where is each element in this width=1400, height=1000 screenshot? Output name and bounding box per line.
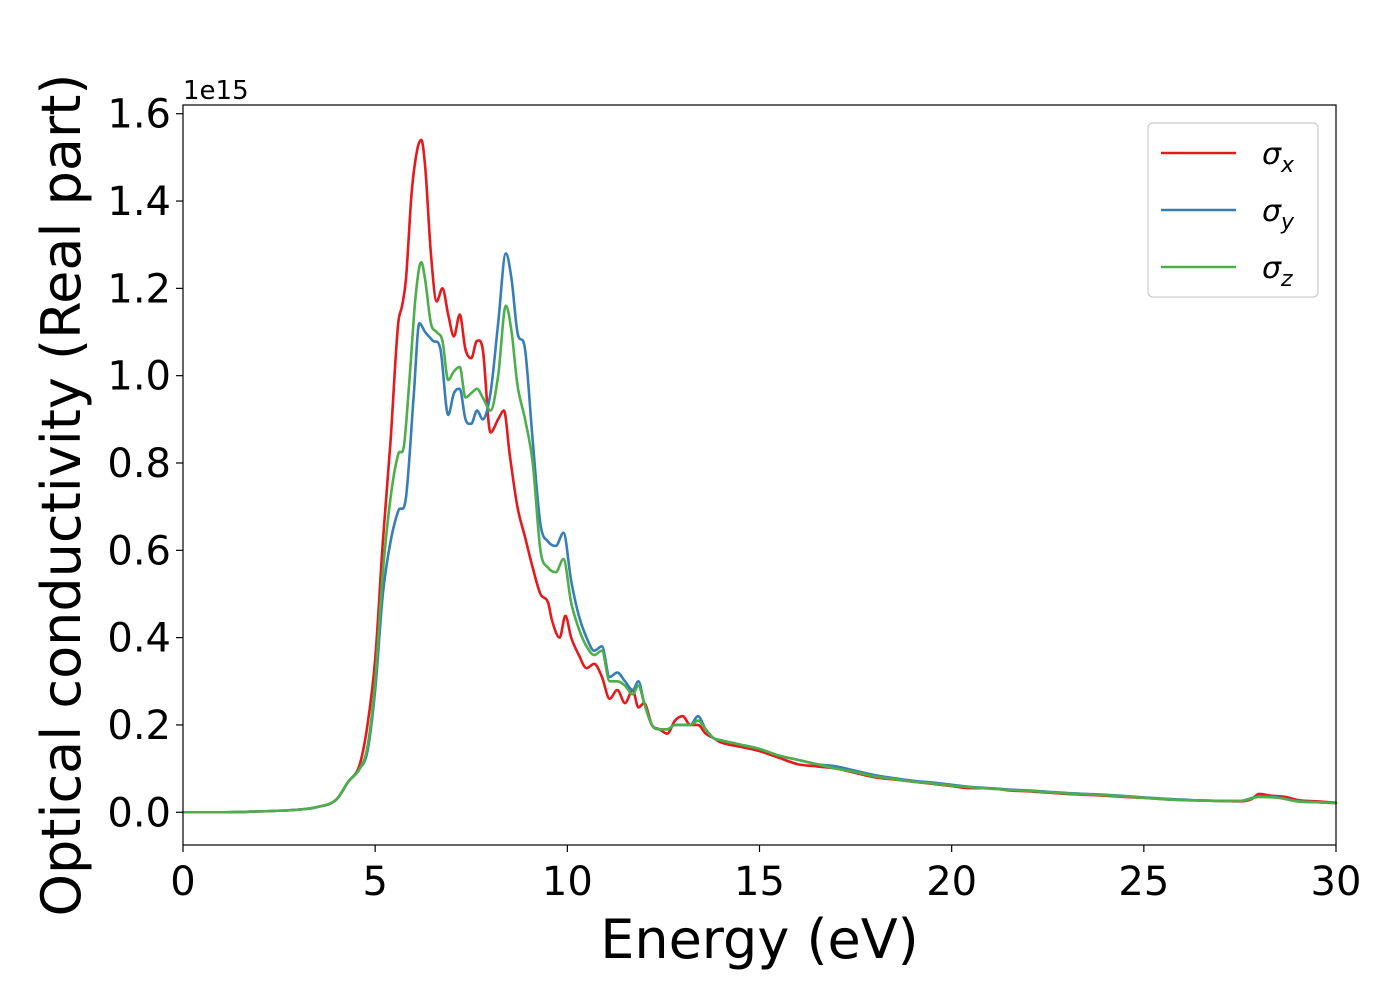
x-tick-label: 15 (734, 859, 785, 905)
x-tick-label: 10 (542, 859, 593, 905)
x-tick-label: 5 (362, 859, 387, 905)
y-tick-label: 0.6 (107, 528, 171, 574)
legend-label-y: σy (1262, 194, 1295, 235)
legend: σx σy σz (1147, 122, 1319, 298)
x-tick-label: 30 (1311, 859, 1362, 905)
x-axis: 0 5 10 15 20 25 30 (170, 845, 1361, 905)
y-tick-label: 1.6 (107, 92, 171, 138)
y-tick-label: 0.0 (107, 790, 171, 836)
x-axis-title: Energy (eV) (600, 908, 919, 971)
x-tick-label: 0 (170, 859, 195, 905)
series-line-z (181, 260, 1338, 814)
y-axis: 0.0 0.2 0.4 0.6 0.8 1.0 1.2 1.4 1.6 (107, 92, 183, 836)
y-axis-title: Optical conductivity (Real part) (30, 74, 93, 917)
y-tick-label: 0.8 (107, 441, 171, 487)
x-tick-label: 20 (926, 859, 977, 905)
y-tick-label: 1.2 (107, 266, 171, 312)
y-offset-label: 1e15 (183, 76, 249, 106)
y-tick-label: 1.4 (107, 179, 171, 225)
legend-label-z: σz (1262, 251, 1293, 292)
x-tick-label: 25 (1118, 859, 1169, 905)
legend-label-x: σx (1262, 137, 1295, 178)
y-tick-label: 0.2 (107, 703, 171, 749)
y-tick-label: 0.4 (107, 616, 171, 662)
y-tick-label: 1.0 (107, 354, 171, 400)
series-layer (181, 138, 1338, 814)
